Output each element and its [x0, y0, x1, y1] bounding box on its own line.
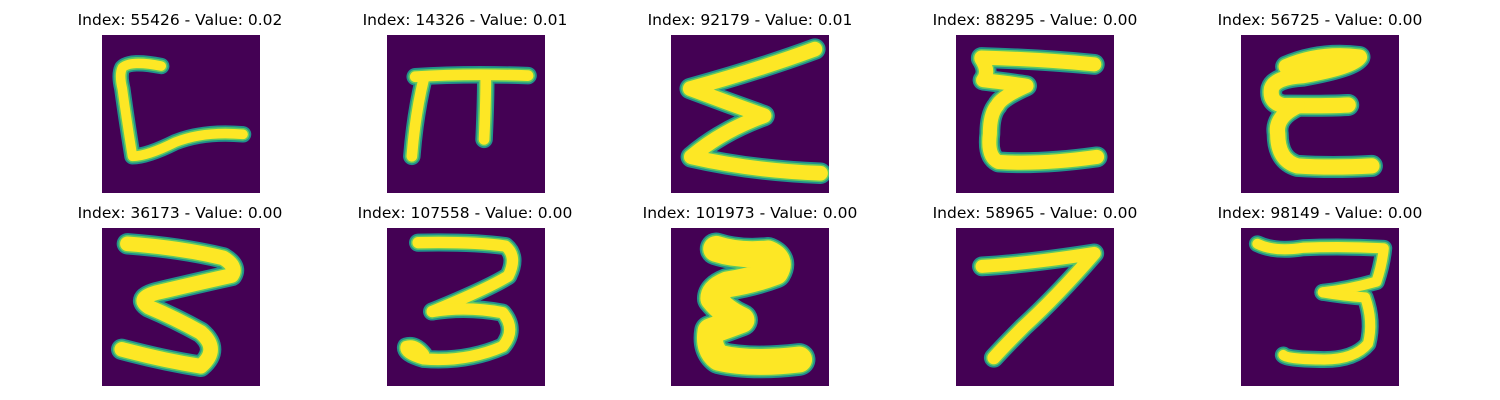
stroke-core — [974, 51, 1105, 170]
panel-title: Index: 36173 - Value: 0.00 — [77, 204, 283, 222]
digit-image — [102, 228, 260, 386]
panel: Index: 107558 - Value: 0.00 — [315, 193, 615, 386]
stroke-core — [974, 50, 1102, 72]
digit-image — [671, 228, 829, 386]
panel-title: Index: 98149 - Value: 0.00 — [1217, 204, 1423, 222]
panel: Index: 101973 - Value: 0.00 — [600, 193, 900, 386]
panel-title: Index: 107558 - Value: 0.00 — [357, 204, 573, 222]
panel-title: Index: 101973 - Value: 0.00 — [642, 204, 858, 222]
panel: Index: 55426 - Value: 0.02 — [30, 0, 330, 193]
handwritten-glyph — [397, 233, 522, 369]
stroke-core — [409, 69, 534, 83]
panel-title: Index: 56725 - Value: 0.00 — [1217, 11, 1423, 29]
stroke-core — [412, 236, 519, 318]
digit-image — [102, 35, 260, 193]
stroke-core — [975, 246, 1101, 365]
handwritten-glyph — [403, 65, 537, 166]
panel: Index: 14326 - Value: 0.01 — [315, 0, 615, 193]
panel: Index: 58965 - Value: 0.00 — [885, 193, 1185, 386]
handwritten-glyph — [970, 47, 1108, 174]
panel: Index: 36173 - Value: 0.00 — [30, 193, 330, 386]
stroke-core — [1278, 287, 1376, 365]
handwritten-glyph — [1260, 44, 1383, 179]
panel-title: Index: 14326 - Value: 0.01 — [362, 11, 568, 29]
handwritten-glyph — [111, 233, 245, 377]
digit-image — [1241, 35, 1399, 193]
handwritten-glyph — [679, 38, 829, 184]
digit-image — [387, 228, 545, 386]
stroke-core — [478, 73, 492, 145]
stroke-core — [1269, 98, 1380, 175]
digit-image — [956, 35, 1114, 193]
panel-title: Index: 88295 - Value: 0.00 — [932, 11, 1138, 29]
panel: Index: 88295 - Value: 0.00 — [885, 0, 1185, 193]
panel: Index: 92179 - Value: 0.01 — [600, 0, 900, 193]
handwritten-glyph — [112, 55, 252, 165]
stroke-core — [696, 235, 813, 375]
panel-title: Index: 92179 - Value: 0.01 — [647, 11, 853, 29]
panel-title: Index: 58965 - Value: 0.00 — [932, 204, 1138, 222]
handwritten-glyph — [693, 232, 816, 379]
panel-title: Index: 55426 - Value: 0.02 — [77, 11, 283, 29]
panel: Index: 98149 - Value: 0.00 — [1170, 193, 1470, 386]
stroke-core — [406, 73, 430, 162]
panel: Index: 56725 - Value: 0.00 — [1170, 0, 1470, 193]
handwritten-glyph — [1248, 235, 1393, 368]
digit-image — [387, 35, 545, 193]
stroke-core — [400, 303, 516, 366]
digit-image — [956, 228, 1114, 386]
handwritten-glyph — [972, 243, 1105, 368]
stroke-core — [114, 236, 241, 374]
digit-image — [1241, 228, 1399, 386]
stroke-core — [115, 58, 248, 162]
stroke-core — [1263, 48, 1368, 114]
stroke-core — [1252, 238, 1389, 298]
stroke-core — [682, 41, 828, 181]
digit-image — [671, 35, 829, 193]
